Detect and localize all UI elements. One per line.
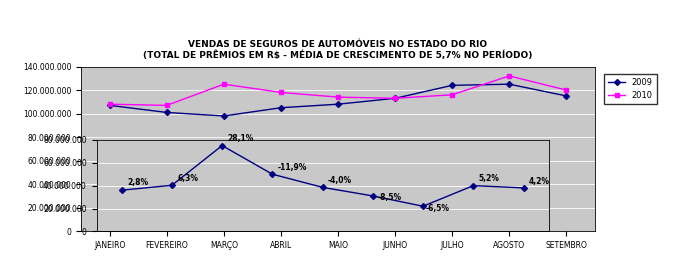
Text: -6,5%: -6,5% [426, 203, 450, 213]
2009 [163, 111, 171, 114]
2010 [448, 93, 456, 96]
2009 [220, 114, 228, 118]
Line: 2009: 2009 [107, 82, 569, 118]
2009 [505, 82, 513, 86]
2010 [105, 103, 114, 106]
Text: 4,2%: 4,2% [529, 177, 550, 186]
Title: VENDAS DE SEGUROS DE AUTOMÓVEIS NO ESTADO DO RIO
(TOTAL DE PRÊMIOS EM R$ - MÉDIA: VENDAS DE SEGUROS DE AUTOMÓVEIS NO ESTAD… [143, 40, 533, 60]
Text: -11,9%: -11,9% [277, 163, 307, 172]
2010 [562, 89, 571, 92]
2010 [505, 74, 513, 77]
2009 [391, 97, 399, 100]
2010 [220, 82, 228, 86]
Line: 2010: 2010 [107, 74, 569, 107]
2010 [163, 104, 171, 107]
2010 [277, 91, 285, 94]
Text: 2,8%: 2,8% [128, 178, 149, 187]
2010 [334, 95, 342, 99]
Text: 5,2%: 5,2% [479, 174, 499, 183]
2009 [105, 104, 114, 107]
2010 [391, 97, 399, 100]
Text: -4,0%: -4,0% [328, 176, 352, 185]
Text: 6,3%: 6,3% [178, 174, 199, 183]
2009 [562, 94, 571, 98]
2009 [334, 103, 342, 106]
2009 [277, 106, 285, 109]
Text: -8,5%: -8,5% [378, 193, 402, 202]
2009 [448, 84, 456, 87]
Legend: 2009, 2010: 2009, 2010 [604, 74, 657, 105]
Text: 28,1%: 28,1% [227, 134, 254, 143]
